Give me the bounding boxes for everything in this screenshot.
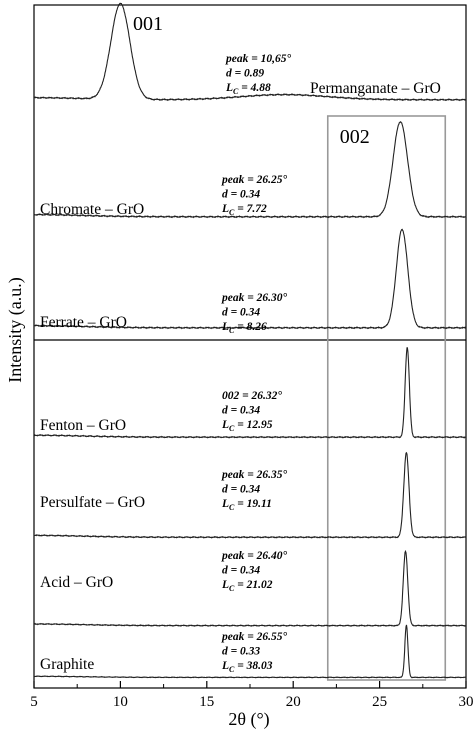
ann-lc-0: LC = 4.88 bbox=[225, 82, 271, 96]
x-tick-label-0: 5 bbox=[30, 694, 38, 710]
series-0 bbox=[34, 2, 467, 102]
ann-line-5-0: peak = 26.40° bbox=[221, 550, 288, 562]
series-layer bbox=[33, 2, 467, 679]
annotation-layer: Permanganate – GrO 001 peak = 10,65° d = 0.… bbox=[40, 13, 441, 674]
series-name-2: Ferrate – GrO bbox=[40, 314, 127, 331]
x-axis: 5 10 15 20 25 30 bbox=[30, 681, 474, 710]
series-line-5 bbox=[33, 549, 466, 627]
ann-line-5-1: d = 0.34 bbox=[222, 565, 260, 577]
ann-lc-4: LC = 19.11 bbox=[221, 498, 272, 512]
series-6 bbox=[33, 624, 467, 679]
series-name-0: Permanganate – GrO bbox=[310, 80, 441, 97]
ann-line-6-1: d = 0.33 bbox=[222, 646, 260, 658]
highlight-box-layer: 002 bbox=[326, 115, 447, 681]
ann-line-0-0: peak = 10,65° bbox=[225, 53, 292, 65]
series-4 bbox=[33, 451, 467, 539]
ann-lc-5: LC = 21.02 bbox=[221, 579, 273, 593]
series-line-6 bbox=[33, 624, 467, 679]
series-name-6: Graphite bbox=[40, 656, 94, 673]
ann-line-2-1: d = 0.34 bbox=[222, 307, 260, 319]
ann-lc-3: LC = 12.95 bbox=[221, 419, 273, 433]
series-3 bbox=[33, 347, 467, 439]
ann-lc-1: LC = 7.72 bbox=[221, 203, 267, 217]
series-2 bbox=[34, 228, 467, 330]
ann-line-1-0: peak = 26.25° bbox=[221, 174, 288, 186]
series-line-0 bbox=[34, 2, 467, 102]
series-name-5: Acid – GrO bbox=[40, 574, 113, 591]
highlight-box bbox=[326, 115, 447, 681]
y-axis-title: Intensity (a.u.) bbox=[5, 277, 26, 382]
ann-line-4-0: peak = 26.35° bbox=[221, 469, 288, 481]
x-tick-label-1: 10 bbox=[113, 694, 128, 710]
series-line-3 bbox=[33, 347, 467, 439]
ann-line-2-0: peak = 26.30° bbox=[221, 292, 288, 304]
series-line-2 bbox=[34, 228, 467, 330]
ann-lc-2: LC = 8.26 bbox=[221, 321, 267, 335]
ann-lc-6: LC = 38.03 bbox=[221, 660, 273, 674]
series-name-1: Chromate – GrO bbox=[40, 201, 144, 218]
series-5 bbox=[33, 549, 466, 627]
peak-label-0: 001 bbox=[133, 13, 163, 35]
ann-line-6-0: peak = 26.55° bbox=[221, 631, 288, 643]
x-axis-title: 2θ (°) bbox=[228, 709, 269, 730]
ann-line-1-1: d = 0.34 bbox=[222, 189, 260, 201]
x-tick-label-3: 20 bbox=[286, 694, 301, 710]
ann-line-3-1: d = 0.34 bbox=[222, 405, 260, 417]
ann-line-3-0: 002 = 26.32° bbox=[222, 390, 282, 402]
x-tick-label-5: 30 bbox=[459, 694, 474, 710]
ann-line-0-1: d = 0.89 bbox=[226, 68, 264, 80]
highlight-box-label: 002 bbox=[340, 126, 370, 148]
series-name-3: Fenton – GrO bbox=[40, 417, 126, 434]
x-tick-label-2: 15 bbox=[199, 694, 214, 710]
series-1 bbox=[33, 121, 467, 219]
series-line-1 bbox=[33, 121, 467, 219]
series-name-4: Persulfate – GrO bbox=[40, 494, 145, 511]
x-tick-label-4: 25 bbox=[372, 694, 387, 710]
ann-line-4-1: d = 0.34 bbox=[222, 484, 260, 496]
series-line-4 bbox=[33, 451, 467, 539]
